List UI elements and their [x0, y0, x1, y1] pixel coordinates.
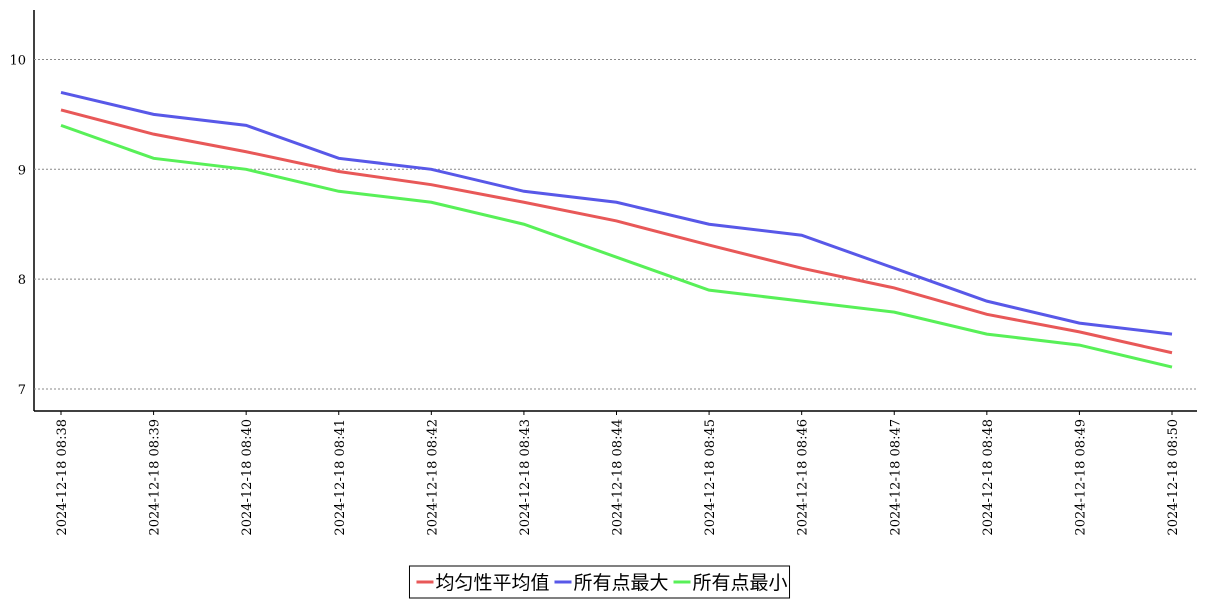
y-tick-label: 7	[18, 383, 26, 398]
y-tick-label: 8	[18, 273, 26, 288]
x-tick-label: 2024-12-18 08:45	[703, 419, 718, 536]
x-tick-label: 2024-12-18 08:41	[333, 419, 348, 536]
x-tick-label: 2024-12-18 08:40	[240, 419, 255, 536]
legend-label: 均匀性平均值	[435, 572, 549, 594]
x-tick-label: 2024-12-18 08:43	[518, 419, 533, 536]
x-tick-label: 2024-12-18 08:39	[148, 419, 163, 536]
x-tick-label: 2024-12-18 08:48	[981, 419, 996, 536]
series-line	[60, 123, 1173, 369]
y-tick-label: 10	[9, 53, 26, 68]
legend-label: 所有点最小	[693, 572, 788, 594]
x-tick-label: 2024-12-18 08:49	[1073, 419, 1088, 536]
x-tick-label: 2024-12-18 08:42	[425, 419, 440, 536]
legend-box	[408, 565, 791, 599]
legend: 均匀性平均值 所有点最大 所有点最小	[416, 572, 788, 594]
series-line	[60, 108, 1173, 355]
x-tick-label: 2024-12-18 08:44	[611, 419, 626, 536]
x-tick-label: 2024-12-18 08:47	[888, 419, 903, 536]
x-tick-label: 2024-12-18 08:46	[796, 419, 811, 536]
legend-label: 所有点最大	[573, 572, 668, 594]
x-tick-label: 2024-12-18 08:38	[55, 419, 70, 536]
y-tick-label: 9	[18, 163, 26, 178]
series-line	[60, 90, 1173, 336]
x-tick-label: 2024-12-18 08:50	[1166, 419, 1181, 536]
